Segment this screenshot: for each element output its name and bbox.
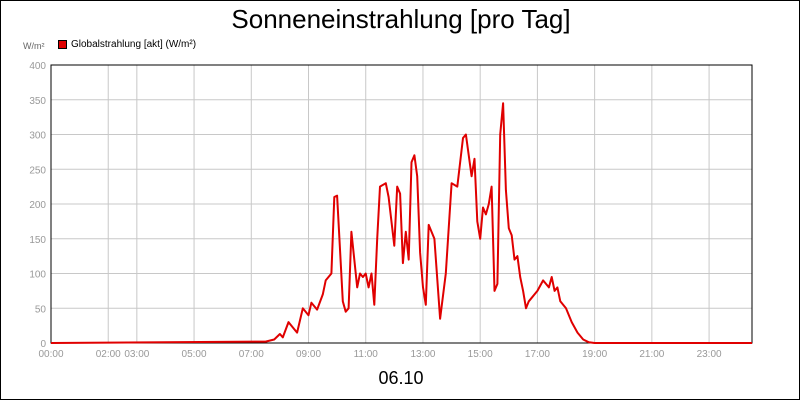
y-tick-label: 50 <box>35 304 47 315</box>
x-tick-label: 19:00 <box>582 349 607 360</box>
x-tick-label: 05:00 <box>182 349 207 360</box>
x-tick-label: 03:00 <box>124 349 149 360</box>
y-tick-label: 150 <box>29 235 46 246</box>
x-tick-label: 21:00 <box>639 349 664 360</box>
x-tick-label: 11:00 <box>354 349 379 360</box>
y-tick-label: 400 <box>29 61 46 72</box>
legend-label: Globalstrahlung [akt] (W/m²) <box>71 39 197 50</box>
legend: Globalstrahlung [akt] (W/m²) <box>58 39 196 50</box>
y-tick-label: 250 <box>29 165 46 176</box>
x-axis-date-label: 06.10 <box>378 368 424 388</box>
y-unit-label: W/m² <box>23 41 45 51</box>
x-tick-label: 15:00 <box>468 349 493 360</box>
x-tick-label: 07:00 <box>239 349 264 360</box>
series-line <box>50 102 752 344</box>
x-tick-label: 23:00 <box>697 349 722 360</box>
x-tick-label: 02:00 <box>96 349 121 360</box>
x-tick-label: 09:00 <box>296 349 321 360</box>
y-tick-label: 0 <box>40 339 46 350</box>
y-tick-label: 300 <box>29 131 46 142</box>
legend-swatch <box>58 40 67 49</box>
x-tick-label: 17:00 <box>525 349 550 360</box>
y-tick-label: 100 <box>29 270 46 281</box>
chart-title: Sonneneinstrahlung [pro Tag] <box>231 4 571 34</box>
x-tick-label: 00:00 <box>38 349 63 360</box>
plot-frame <box>50 64 753 344</box>
x-tick-label: 13:00 <box>410 349 435 360</box>
y-tick-label: 200 <box>29 200 46 211</box>
y-tick-label: 350 <box>29 96 46 107</box>
